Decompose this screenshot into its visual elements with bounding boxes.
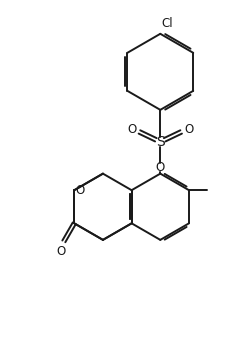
Text: O: O [57,245,66,258]
Text: S: S [156,135,165,149]
Text: Cl: Cl [162,17,173,30]
Text: O: O [127,123,137,136]
Text: O: O [76,184,85,197]
Text: O: O [156,161,165,174]
Text: O: O [184,123,193,136]
